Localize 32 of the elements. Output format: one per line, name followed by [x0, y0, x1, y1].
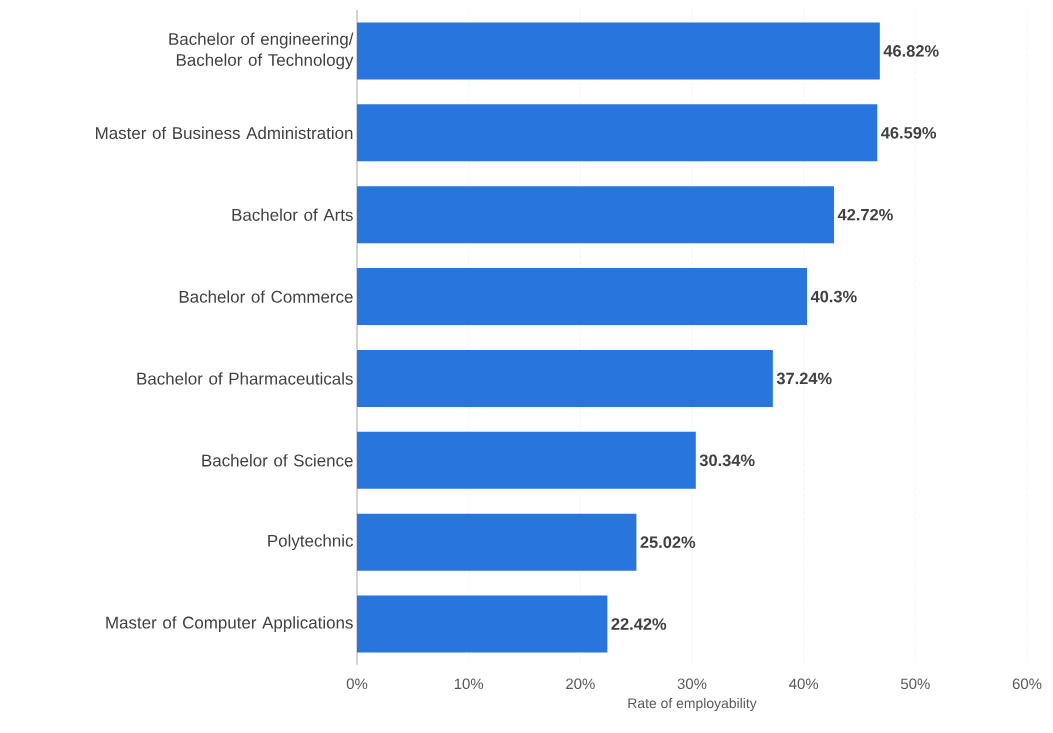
data-label: 30.34% — [699, 454, 755, 467]
data-label: 40.3% — [810, 290, 857, 303]
data-label: 46.82% — [883, 45, 939, 57]
bar — [357, 349, 773, 407]
x-tick-label: 0% — [346, 678, 368, 690]
bar — [357, 513, 637, 571]
y-tick-label: Polytechnic — [268, 534, 354, 551]
x-tick-label: 50% — [900, 678, 930, 690]
data-label: 37.24% — [776, 372, 832, 385]
x-tick-label: 20% — [566, 678, 595, 690]
bar — [357, 186, 835, 244]
x-axis-title: Rate of employability — [628, 697, 757, 711]
bar — [357, 431, 696, 489]
y-tick-label: Master of Business Administration — [96, 126, 353, 140]
data-label: 22.42% — [611, 618, 667, 630]
x-tick-label: 40% — [789, 678, 819, 690]
x-tick-label: 10% — [454, 678, 484, 690]
data-label: 42.72% — [837, 208, 893, 221]
bar — [357, 104, 878, 162]
y-tick-label: Bachelor of engineering/ Bachelor of Technology — [169, 32, 354, 70]
y-tick-label: Bachelor of Science — [202, 454, 353, 467]
data-label: 25.02% — [640, 536, 696, 549]
y-tick-label: Bachelor of Arts — [232, 208, 353, 221]
x-tick-label: 30% — [677, 678, 707, 690]
bar — [357, 22, 880, 80]
bar — [357, 595, 608, 653]
x-tick-label: 60% — [1012, 678, 1042, 690]
y-tick-label: Bachelor of Pharmaceuticals — [137, 372, 353, 385]
bar — [357, 268, 808, 326]
data-label: 46.59% — [881, 127, 937, 139]
y-tick-label: Bachelor of Commerce — [179, 290, 353, 303]
y-tick-label: Master of Computer Applications — [106, 616, 353, 632]
